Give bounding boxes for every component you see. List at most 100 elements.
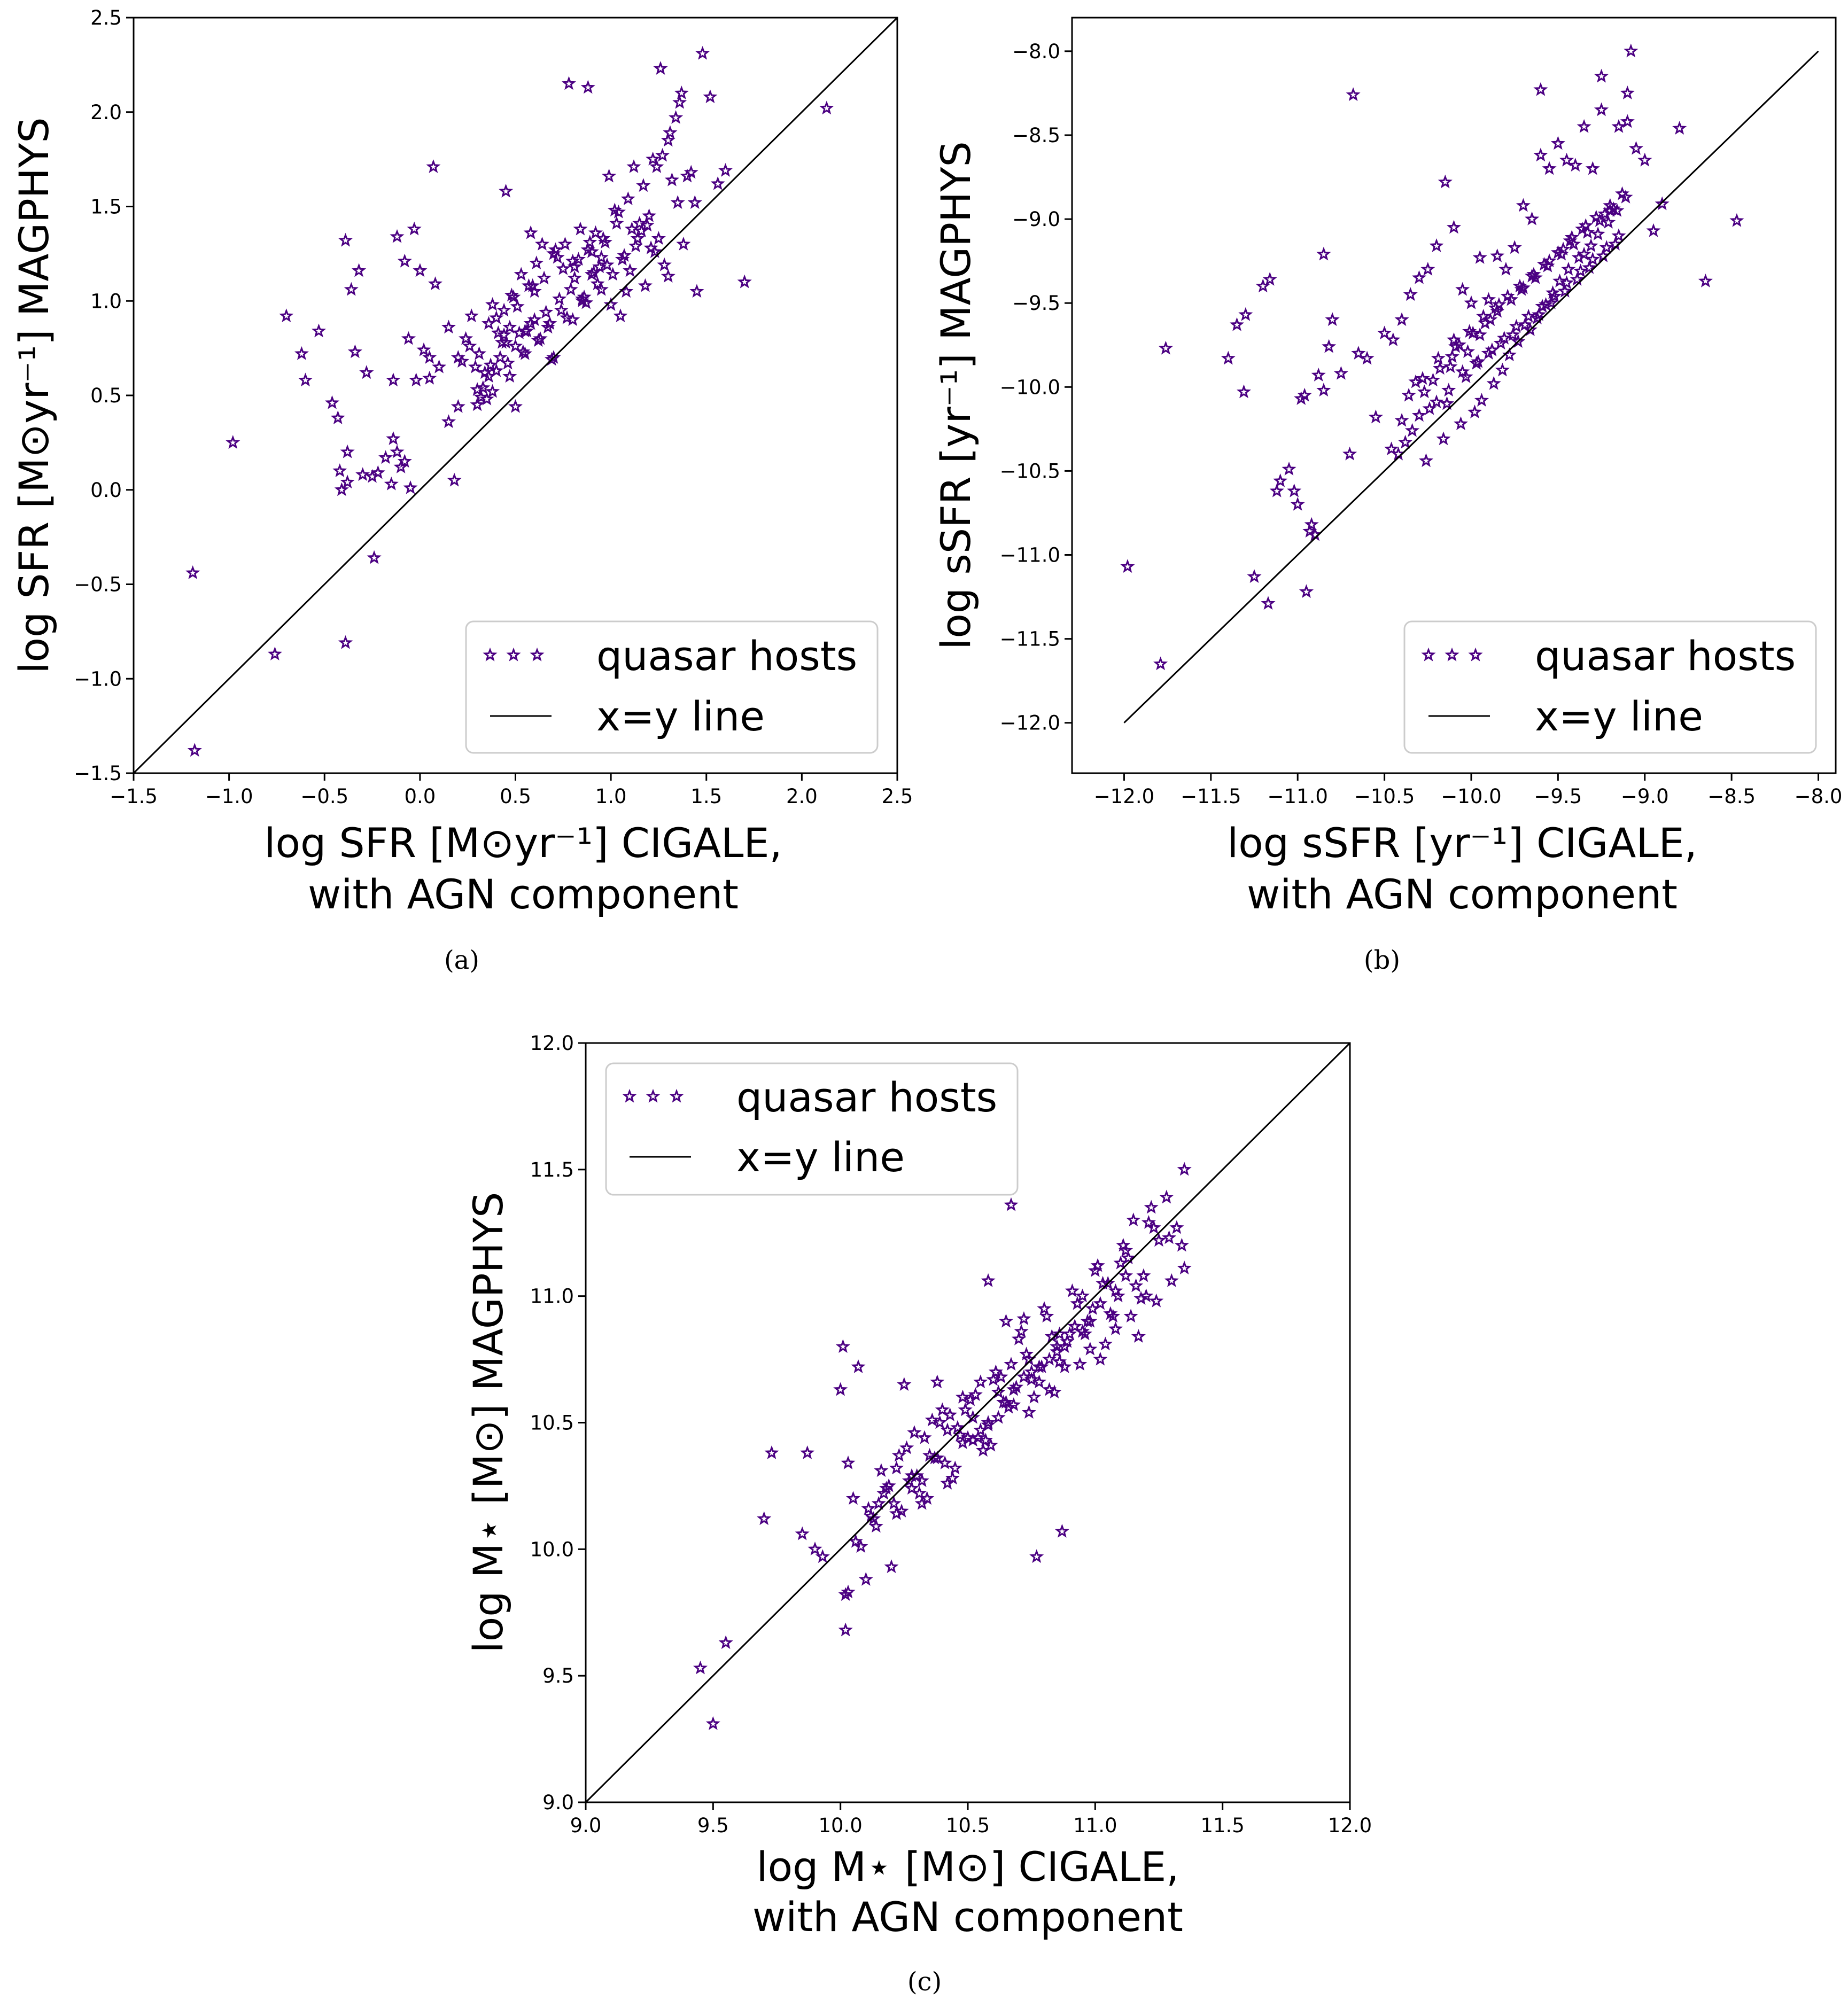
data-point [833, 1382, 848, 1396]
data-point [672, 95, 687, 109]
data-point [226, 435, 240, 449]
data-point [1438, 174, 1453, 189]
points-a [185, 45, 834, 757]
data-point [496, 327, 511, 341]
data-point [413, 263, 428, 277]
data-point [607, 203, 622, 217]
data-point [1561, 261, 1576, 276]
x-tick-label: 10.0 [818, 1814, 862, 1837]
data-point [472, 346, 487, 360]
data-point [1568, 158, 1583, 172]
data-point [981, 1417, 996, 1431]
data-point [1093, 1296, 1108, 1310]
y-tick-label: 9.5 [542, 1664, 574, 1687]
data-point [642, 208, 657, 222]
data-point [298, 372, 313, 387]
legend-box-b [1403, 620, 1817, 754]
data-point [1564, 230, 1580, 244]
data-point [546, 246, 561, 260]
data-point [1590, 226, 1605, 240]
x-tick-label: −11.0 [1268, 785, 1328, 808]
data-point [1116, 1238, 1131, 1252]
data-point [1042, 1382, 1057, 1396]
data-point [1583, 238, 1598, 252]
data-point [1401, 387, 1416, 402]
data-point [185, 565, 200, 579]
data-point [1620, 85, 1635, 99]
data-point [1141, 1215, 1156, 1229]
data-point [441, 320, 456, 334]
legend-marker-star [646, 1088, 661, 1103]
x-tick-label: −12.0 [1094, 785, 1154, 808]
data-point [703, 89, 718, 104]
data-point [1229, 317, 1245, 331]
data-point [1474, 393, 1489, 407]
data-point [1139, 1288, 1154, 1303]
data-point [1085, 1301, 1100, 1315]
data-point [651, 231, 666, 245]
data-point [674, 85, 689, 99]
data-point [1594, 102, 1609, 116]
data-point [370, 465, 385, 479]
data-point [485, 384, 500, 398]
data-point [1029, 1549, 1044, 1563]
data-point [556, 261, 571, 275]
y-tick-label: 2.5 [90, 6, 122, 29]
plot-frame-b [1071, 17, 1837, 774]
data-point [1533, 147, 1548, 162]
data-point [1304, 517, 1319, 531]
data-point [1533, 82, 1548, 96]
data-point [324, 395, 340, 409]
data-point [1448, 339, 1463, 353]
data-point [1144, 1200, 1159, 1214]
data-point [1594, 68, 1609, 83]
legend-marker-star [506, 647, 521, 662]
data-point [499, 334, 514, 349]
legend-marker-star [530, 647, 545, 662]
data-point [991, 1410, 1006, 1424]
data-point [1497, 330, 1512, 345]
data-point [894, 1503, 909, 1517]
data-point [563, 282, 578, 296]
data-point [1133, 1291, 1148, 1305]
data-point [473, 390, 488, 404]
data-point [1599, 240, 1614, 254]
data-point [1415, 371, 1430, 385]
data-point [1016, 1311, 1031, 1325]
data-point [1498, 261, 1513, 276]
y-tick-label: 10.0 [530, 1538, 574, 1561]
y-tick-label: −9.0 [1012, 208, 1060, 231]
data-point [1346, 87, 1361, 102]
data-point [1108, 1283, 1123, 1297]
data-point [1443, 359, 1458, 373]
points-b [1120, 43, 1744, 671]
data-point [1418, 453, 1434, 468]
data-point [441, 414, 456, 429]
data-point [807, 1542, 822, 1555]
data-point [1065, 1283, 1080, 1297]
data-point [920, 1491, 935, 1505]
data-point [1262, 271, 1277, 286]
x-tick-label: −8.5 [1707, 785, 1756, 808]
data-point [1620, 114, 1635, 128]
data-point [676, 236, 691, 251]
data-point [815, 1549, 830, 1563]
data-point [1120, 559, 1135, 573]
data-point [1511, 334, 1526, 348]
data-point [1611, 228, 1626, 243]
data-point [1093, 1351, 1108, 1366]
data-point [1404, 423, 1420, 437]
data-point [1446, 332, 1462, 346]
y-tick-label: −12.0 [1000, 712, 1060, 735]
data-point [868, 1519, 883, 1533]
data-point [845, 1491, 861, 1505]
data-point [1108, 1321, 1123, 1335]
data-point [1174, 1238, 1189, 1252]
data-point [1436, 431, 1451, 446]
x-axis-label-b-line2: with AGN component [1247, 870, 1678, 918]
data-point [689, 284, 704, 298]
data-point [940, 1475, 955, 1490]
data-point [351, 263, 367, 277]
data-point [912, 1485, 927, 1500]
